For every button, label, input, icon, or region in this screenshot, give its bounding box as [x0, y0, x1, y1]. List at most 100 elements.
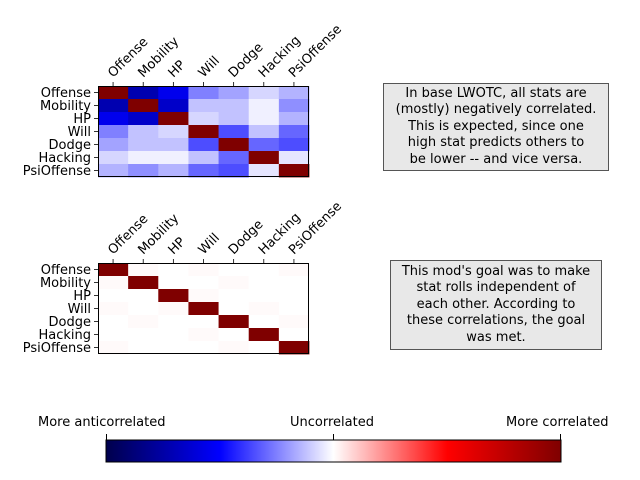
heatmap-cell: [278, 99, 310, 113]
heatmap-cell: [128, 125, 159, 139]
heatmap-mod: OffenseOffenseMobilityMobilityHPHPWillWi…: [23, 199, 345, 356]
heatmap-cell: [278, 151, 310, 165]
heatmap-cell: [248, 164, 280, 178]
y-tick-label: Hacking: [38, 328, 91, 343]
y-tick-label: HP: [73, 112, 91, 127]
annotation-mod: This mod's goal was to make stat rolls i…: [390, 260, 602, 350]
heatmap-cell: [278, 341, 310, 355]
heatmap-cell: [98, 315, 129, 329]
heatmap-cell: [158, 328, 189, 342]
heatmap-cell: [158, 302, 189, 316]
y-tick-label: Hacking: [38, 151, 91, 166]
heatmap-cell: [278, 276, 310, 290]
heatmap-cell: [158, 151, 189, 165]
annotation-line: high stat predicts others to: [407, 135, 585, 151]
heatmap-cell: [248, 151, 280, 165]
heatmap-cell: [128, 263, 159, 277]
heatmap-base-lwotc: OffenseOffenseMobilityMobilityHPHPWillWi…: [23, 22, 345, 179]
annotation-line: be lower -- and vice versa.: [409, 151, 583, 167]
heatmap-cell: [188, 263, 219, 277]
colorbar-label-anticorrelated: More anticorrelated: [38, 415, 166, 430]
heatmap-cell: [128, 86, 159, 100]
annotation-line: This mod's goal was to make: [401, 263, 591, 279]
heatmap-cell: [248, 263, 280, 277]
heatmap-cell: [98, 341, 129, 355]
heatmap-cell: [248, 302, 280, 316]
heatmap-cell: [218, 302, 250, 316]
heatmap-cell: [248, 276, 280, 290]
heatmap-cell: [188, 276, 219, 290]
heatmap-cell: [218, 125, 250, 139]
annotation-line: was met.: [466, 329, 526, 345]
y-tick-label: HP: [73, 289, 91, 304]
heatmap-cell: [128, 302, 159, 316]
heatmap-cell: [98, 125, 129, 139]
y-tick-label: PsiOffense: [23, 341, 91, 356]
y-tick-label: Mobility: [40, 276, 91, 291]
annotation-line: (mostly) negatively correlated.: [395, 102, 597, 118]
heatmap-cell: [188, 289, 219, 303]
heatmap-cell: [128, 315, 159, 329]
heatmap-cell: [248, 86, 280, 100]
annotation-base-lwotc: In base LWOTC, all stats are (mostly) ne…: [383, 83, 609, 171]
heatmap-cell: [188, 112, 219, 126]
heatmap-cell: [98, 302, 129, 316]
heatmap-cell: [218, 341, 250, 355]
heatmap-cell: [278, 263, 310, 277]
y-tick-label: Dodge: [49, 315, 91, 330]
heatmap-cell: [188, 315, 219, 329]
colorbar: [105, 434, 562, 463]
annotation-line: This is expected, since one: [408, 118, 584, 134]
y-tick-label: Offense: [41, 263, 91, 278]
heatmap-cell: [278, 112, 310, 126]
heatmap-frame: [98, 86, 309, 177]
heatmap-cell: [218, 151, 250, 165]
heatmap-cell: [158, 263, 189, 277]
heatmap-cell: [128, 138, 159, 152]
heatmap-cell: [158, 341, 189, 355]
heatmap-cell: [98, 263, 129, 277]
heatmap-cell: [98, 151, 129, 165]
x-tick-label: Will: [196, 231, 223, 258]
heatmap-cell: [278, 164, 310, 178]
heatmap-cell: [98, 99, 129, 113]
heatmap-cell: [278, 302, 310, 316]
heatmap-cell: [188, 328, 219, 342]
heatmap-cell: [278, 86, 310, 100]
heatmap-cell: [158, 164, 189, 178]
heatmap-cell: [128, 164, 159, 178]
heatmap-cell: [98, 328, 129, 342]
heatmap-cell: [158, 99, 189, 113]
heatmap-cell: [128, 112, 159, 126]
x-tick-label: Will: [196, 54, 223, 81]
colorbar-label-correlated: More correlated: [506, 415, 609, 430]
heatmap-cell: [98, 86, 129, 100]
heatmap-cell: [98, 276, 129, 290]
heatmap-cell: [218, 263, 250, 277]
heatmap-cell: [128, 341, 159, 355]
heatmap-cell: [188, 302, 219, 316]
heatmap-cell: [218, 289, 250, 303]
heatmap-cell: [248, 328, 280, 342]
heatmap-cell: [158, 125, 189, 139]
heatmap-cell: [158, 112, 189, 126]
heatmap-cell: [278, 328, 310, 342]
heatmap-cell: [248, 315, 280, 329]
y-tick-label: Mobility: [40, 99, 91, 114]
colorbar-label-uncorrelated: Uncorrelated: [290, 415, 374, 430]
heatmap-cell: [218, 112, 250, 126]
heatmap-cell: [278, 289, 310, 303]
heatmap-cell: [248, 289, 280, 303]
x-tick-label: HP: [166, 235, 189, 258]
heatmap-cell: [248, 99, 280, 113]
heatmap-cell: [158, 315, 189, 329]
heatmap-frame: [98, 263, 309, 354]
heatmap-cell: [188, 138, 219, 152]
heatmap-cell: [218, 328, 250, 342]
heatmap-cell: [188, 125, 219, 139]
heatmap-cell: [98, 164, 129, 178]
heatmap-cell: [98, 289, 129, 303]
heatmap-cell: [188, 86, 219, 100]
heatmap-cell: [278, 138, 310, 152]
heatmap-cell: [128, 328, 159, 342]
